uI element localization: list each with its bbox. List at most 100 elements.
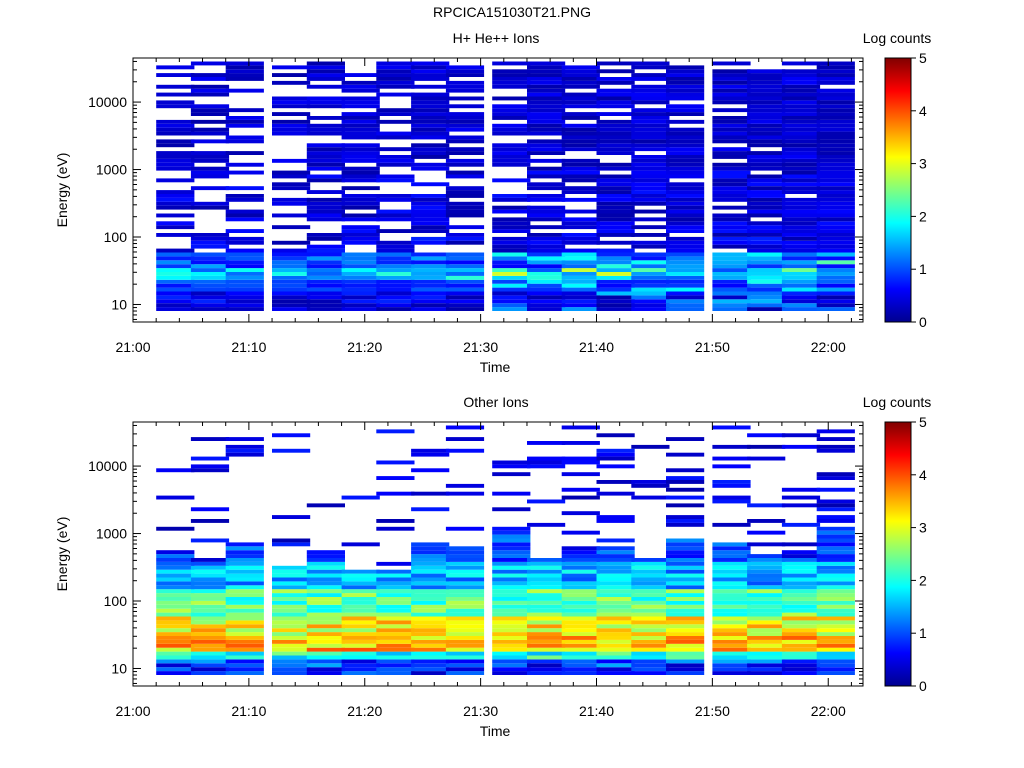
heatmap-cell xyxy=(190,307,230,311)
x-tick-label: 21:40 xyxy=(579,703,614,719)
heatmap-cell xyxy=(376,429,415,434)
heatmap-cell xyxy=(341,585,380,590)
heatmap-cell xyxy=(712,554,751,558)
heatmap-cell xyxy=(341,186,380,191)
heatmap-cell xyxy=(492,573,531,578)
heatmap-cell xyxy=(816,88,855,93)
heatmap-cell xyxy=(747,616,786,621)
heatmap-cell xyxy=(492,643,531,648)
heatmap-cell xyxy=(492,464,531,469)
heatmap-cell xyxy=(747,647,786,652)
heatmap-cell xyxy=(747,655,786,660)
heatmap-cell xyxy=(527,632,566,636)
heatmap-cell xyxy=(666,655,705,660)
heatmap-cell xyxy=(445,526,485,531)
heatmap-cell xyxy=(411,209,450,214)
heatmap-cell xyxy=(411,221,450,226)
heatmap-cell xyxy=(376,77,415,81)
heatmap-cell xyxy=(225,585,264,590)
heatmap-cell xyxy=(631,636,670,640)
heatmap-cell xyxy=(631,483,670,488)
heatmap-cell xyxy=(272,96,311,101)
heatmap-cell xyxy=(666,468,705,473)
heatmap-cell xyxy=(156,256,195,261)
heatmap-cell xyxy=(306,96,345,101)
heatmap-cell xyxy=(341,84,380,89)
heatmap-cell xyxy=(341,131,380,136)
heatmap-cell xyxy=(341,643,380,648)
heatmap-cell xyxy=(816,69,855,74)
heatmap-cell xyxy=(445,639,485,644)
heatmap-cell xyxy=(306,162,345,167)
heatmap-cell xyxy=(631,240,670,245)
heatmap-cell xyxy=(816,221,855,226)
heatmap-cell xyxy=(411,659,450,664)
heatmap-cell xyxy=(666,264,705,269)
heatmap-cell xyxy=(712,96,751,101)
heatmap-cell xyxy=(712,667,751,672)
heatmap-cell xyxy=(712,464,751,469)
heatmap-cell xyxy=(492,244,531,249)
heatmap-cell xyxy=(190,264,230,269)
heatmap-cell xyxy=(306,299,345,304)
heatmap-cell xyxy=(411,147,450,152)
heatmap-cell xyxy=(527,291,566,296)
heatmap-cell xyxy=(747,123,786,128)
heatmap-cell xyxy=(666,147,705,152)
heatmap-cell xyxy=(666,476,705,480)
heatmap-cell xyxy=(306,155,345,159)
heatmap-cell xyxy=(666,131,705,136)
heatmap-cell xyxy=(816,268,855,272)
heatmap-cell xyxy=(712,569,751,574)
heatmap-cell xyxy=(596,515,635,519)
heatmap-cell xyxy=(747,643,786,648)
heatmap-cell xyxy=(816,104,855,109)
heatmap-cell xyxy=(341,268,380,272)
heatmap-cell xyxy=(747,667,786,672)
heatmap-cell xyxy=(156,636,195,640)
heatmap-cell xyxy=(712,425,751,430)
heatmap-cell xyxy=(445,573,485,578)
heatmap-cell xyxy=(527,522,566,527)
heatmap-cell xyxy=(341,628,380,633)
heatmap-cell xyxy=(411,197,450,202)
heatmap-cell xyxy=(492,123,531,128)
heatmap-cell xyxy=(781,233,821,237)
heatmap-cell xyxy=(712,186,751,191)
heatmap-cell xyxy=(190,155,230,159)
heatmap-cell xyxy=(376,194,415,198)
heatmap-cell xyxy=(376,616,415,621)
heatmap-cell xyxy=(445,174,485,179)
heatmap-cell xyxy=(492,268,531,272)
heatmap-cell xyxy=(666,550,705,555)
heatmap-cell xyxy=(816,119,855,124)
heatmap-cell xyxy=(225,647,264,652)
heatmap-cell xyxy=(747,542,786,547)
heatmap-cell xyxy=(666,589,705,594)
heatmap-cell xyxy=(341,158,380,163)
heatmap-cell xyxy=(272,647,311,652)
heatmap-cell xyxy=(225,264,264,269)
heatmap-cell xyxy=(306,647,345,652)
heatmap-cell xyxy=(190,256,230,261)
heatmap-cell xyxy=(561,441,600,445)
heatmap-cell xyxy=(445,558,485,562)
x-tick-label: 21:30 xyxy=(463,339,498,355)
heatmap-cell xyxy=(190,108,230,113)
heatmap-cell xyxy=(527,112,566,116)
heatmap-cell xyxy=(492,287,531,292)
heatmap-cell xyxy=(596,143,635,148)
heatmap-cell xyxy=(561,166,600,171)
x-tick-label: 21:20 xyxy=(347,339,382,355)
panel-title-other-ions: Other Ions xyxy=(463,394,528,410)
heatmap-cell xyxy=(190,158,230,163)
heatmap-cell xyxy=(596,639,635,644)
heatmap-cell xyxy=(781,190,821,194)
heatmap-cell xyxy=(411,69,450,74)
x-tick-label: 21:10 xyxy=(231,339,266,355)
heatmap-cell xyxy=(376,655,415,660)
heatmap-cell xyxy=(156,213,195,218)
heatmap-cell xyxy=(156,671,195,675)
heatmap-cell xyxy=(596,205,635,210)
heatmap-cell xyxy=(781,287,821,292)
